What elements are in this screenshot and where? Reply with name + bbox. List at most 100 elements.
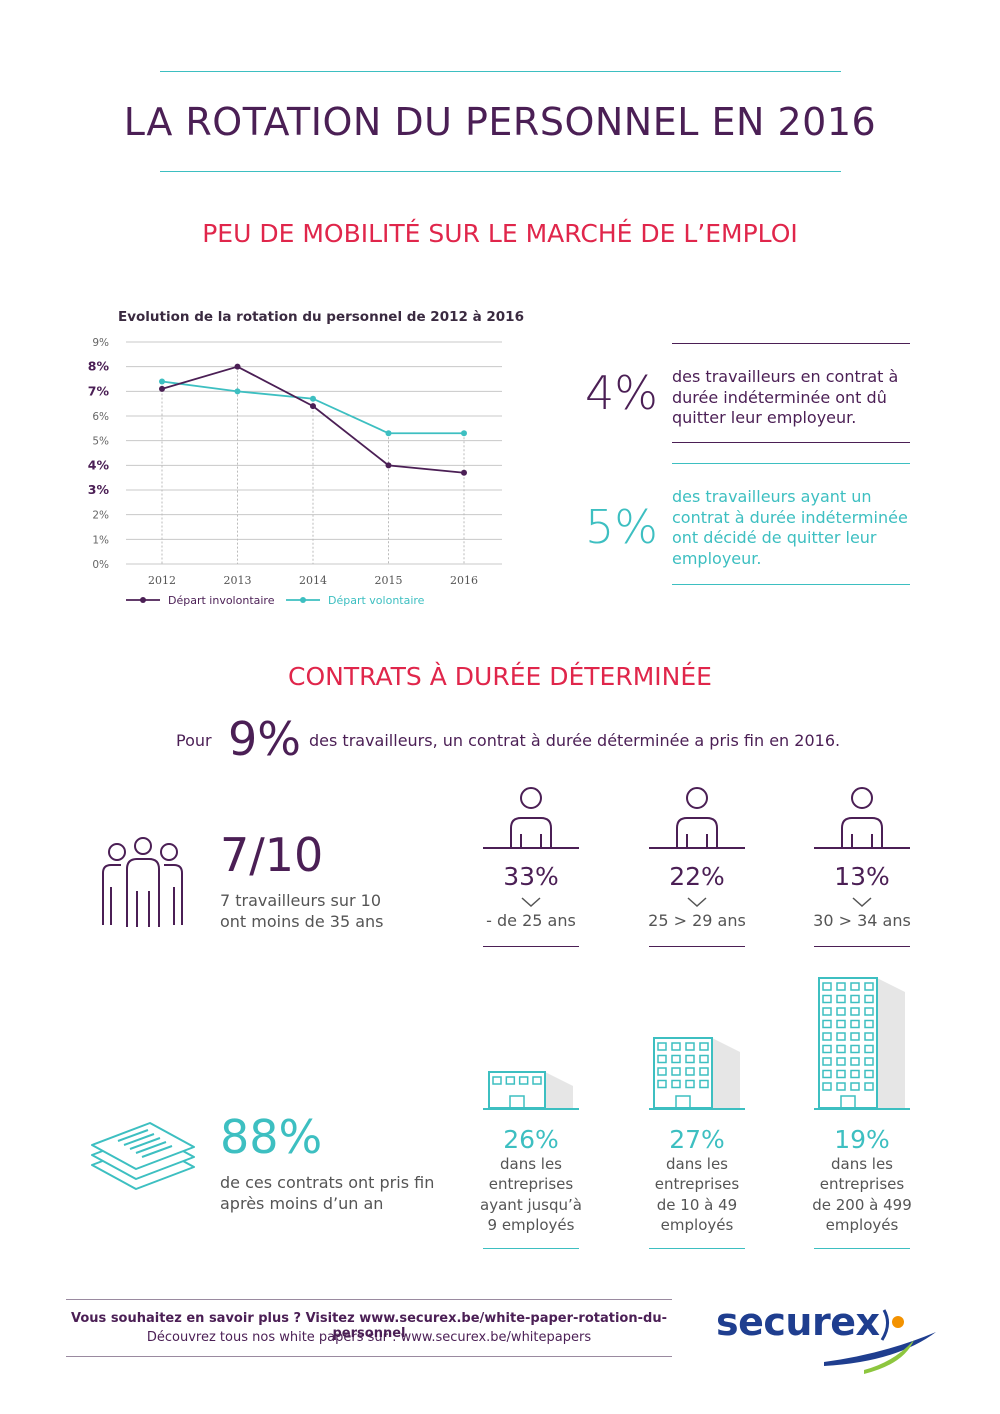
y-tick-label: 0% bbox=[92, 559, 109, 571]
person-at-desk-icon bbox=[814, 787, 910, 849]
company-text-line: dans les bbox=[499, 1155, 562, 1173]
person-at-desk-icon bbox=[649, 787, 745, 849]
chart-title: Evolution de la rotation du personnel de… bbox=[118, 309, 524, 325]
company-text-line: 9 employés bbox=[487, 1215, 575, 1234]
footer-bottom-rule bbox=[66, 1356, 672, 1357]
data-point bbox=[310, 395, 316, 402]
stat-5-bottom-rule bbox=[672, 584, 910, 585]
securex-logo: securex bbox=[714, 1296, 939, 1376]
company-rule bbox=[649, 1248, 745, 1249]
office-building-icon bbox=[483, 1071, 579, 1110]
contracts-value: 88% bbox=[220, 1110, 323, 1164]
company-text-line: dans les bbox=[830, 1155, 893, 1173]
x-tick-label: 2014 bbox=[299, 574, 327, 587]
stat-4-text: des travailleurs en contrat à durée indé… bbox=[672, 367, 898, 429]
stat-5-text-line: employeur. bbox=[672, 548, 762, 568]
company-text-line: ayant jusqu’à bbox=[480, 1195, 582, 1214]
company-rule bbox=[814, 1248, 910, 1249]
contracts-text: de ces contrats ont pris fin après moins… bbox=[220, 1173, 434, 1214]
data-point bbox=[385, 430, 392, 437]
young-text: 7 travailleurs sur 10 ont moins de 35 an… bbox=[220, 891, 383, 932]
legend-label: Départ volontaire bbox=[328, 594, 425, 607]
stat-4-top-rule bbox=[672, 343, 910, 344]
intro-prefix: Pour bbox=[176, 731, 212, 750]
company-text-line: employés bbox=[660, 1215, 734, 1234]
age-group-rule bbox=[814, 946, 910, 947]
x-tick-label: 2015 bbox=[375, 574, 403, 587]
logo-swoosh-icon bbox=[824, 1309, 936, 1374]
page-title: LA ROTATION DU PERSONNEL EN 2016 bbox=[123, 100, 877, 144]
legend-marker bbox=[140, 597, 146, 603]
age-group-card: 22% 25 > 29 ans bbox=[648, 780, 746, 950]
company-text-line: de 10 à 49 bbox=[656, 1195, 738, 1214]
y-tick-label: 3% bbox=[88, 482, 110, 497]
data-point bbox=[159, 385, 165, 392]
age-group-card: 13% 30 > 34 ans bbox=[813, 780, 911, 950]
data-point bbox=[234, 388, 241, 395]
section-title-cdd: CONTRATS À DURÉE DÉTERMINÉE bbox=[288, 662, 712, 691]
y-tick-label: 4% bbox=[88, 457, 110, 472]
legend-marker bbox=[300, 597, 306, 603]
company-value: 19% bbox=[834, 1125, 890, 1154]
stat-5-text-line: ont décidé de quitter leur bbox=[672, 528, 877, 547]
line-chart: 0% 1% 2% 3% 4% 5% 6% 7% 8% 9% 2012 2013 2014 2015 2016… bbox=[88, 337, 502, 607]
intro-suffix: des travailleurs, un contrat à durée dét… bbox=[309, 731, 841, 750]
logo-wordmark: securex bbox=[716, 1300, 880, 1344]
age-group-card: 33% - de 25 ans bbox=[483, 780, 579, 950]
age-group-value: 33% bbox=[503, 862, 559, 891]
company-value: 26% bbox=[503, 1125, 559, 1154]
stat-5-text-line: contrat à durée indéterminée bbox=[672, 507, 908, 527]
age-group-label: 30 > 34 ans bbox=[813, 911, 911, 930]
company-text-line: employés bbox=[825, 1215, 899, 1234]
stat-4-text-line: durée indéterminée ont dû bbox=[672, 387, 887, 407]
x-tick-label: 2013 bbox=[224, 574, 252, 587]
intro-value: 9% bbox=[228, 712, 301, 766]
footer-line-1: Vous souhaitez en savoir plus ? Visitez … bbox=[71, 1311, 667, 1341]
company-text-line: dans les bbox=[665, 1155, 728, 1173]
y-tick-label: 5% bbox=[92, 436, 109, 448]
data-point bbox=[310, 403, 316, 410]
documents-stack-icon bbox=[91, 1122, 195, 1190]
age-group-value: 22% bbox=[669, 862, 725, 891]
company-text: dans les entreprises de 200 à 499 employés bbox=[804, 1154, 920, 1235]
y-tick-label: 1% bbox=[92, 534, 109, 546]
section-title-mobility: PEU DE MOBILITÉ SUR LE MARCHÉ DE L’EMPLO… bbox=[202, 219, 798, 248]
data-point bbox=[385, 462, 392, 469]
chevron-down-icon bbox=[852, 897, 872, 907]
data-point bbox=[461, 469, 467, 476]
header-top-rule bbox=[160, 71, 841, 72]
company-text: dans les entreprises de 10 à 49 employés bbox=[639, 1154, 755, 1235]
data-point bbox=[234, 363, 241, 370]
y-tick-label: 9% bbox=[92, 337, 109, 349]
header-bottom-rule bbox=[160, 171, 841, 172]
company-value: 27% bbox=[669, 1125, 725, 1154]
y-tick-label: 6% bbox=[92, 411, 109, 423]
stat-5-value: 5% bbox=[585, 500, 658, 554]
footer-line-2: Découvrez tous nos white papers sur : ww… bbox=[146, 1330, 592, 1345]
company-rule bbox=[483, 1248, 579, 1249]
y-tick-label: 2% bbox=[92, 510, 109, 522]
person-at-desk-icon bbox=[483, 787, 579, 849]
young-text-line: ont moins de 35 ans bbox=[220, 911, 384, 931]
contracts-text-line: après moins d’un an bbox=[220, 1193, 384, 1213]
company-text-line: entreprises bbox=[654, 1175, 740, 1194]
stat-4-text-line: quitter leur employeur. bbox=[672, 408, 857, 427]
chevron-down-icon bbox=[687, 897, 707, 907]
data-point bbox=[159, 378, 165, 385]
stat-5-text-line: des travailleurs ayant un bbox=[672, 487, 872, 506]
stat-4-text-line: des travailleurs en contrat à bbox=[672, 367, 899, 386]
y-tick-label: 8% bbox=[88, 359, 110, 374]
x-tick-label: 2012 bbox=[148, 574, 176, 587]
people-group-icon bbox=[102, 837, 183, 927]
age-group-rule bbox=[483, 946, 579, 947]
chevron-down-icon bbox=[521, 897, 541, 907]
office-building-icon bbox=[814, 977, 910, 1110]
age-group-label: 25 > 29 ans bbox=[648, 911, 746, 930]
footer-top-rule bbox=[66, 1299, 672, 1300]
stat-4-value: 4% bbox=[585, 366, 658, 420]
stat-4-bottom-rule bbox=[672, 442, 910, 443]
office-building-icon bbox=[649, 1037, 745, 1110]
stat-5-top-rule bbox=[672, 463, 910, 464]
company-text-line: entreprises bbox=[819, 1175, 905, 1194]
contracts-text-line: de ces contrats ont pris fin bbox=[220, 1173, 435, 1192]
